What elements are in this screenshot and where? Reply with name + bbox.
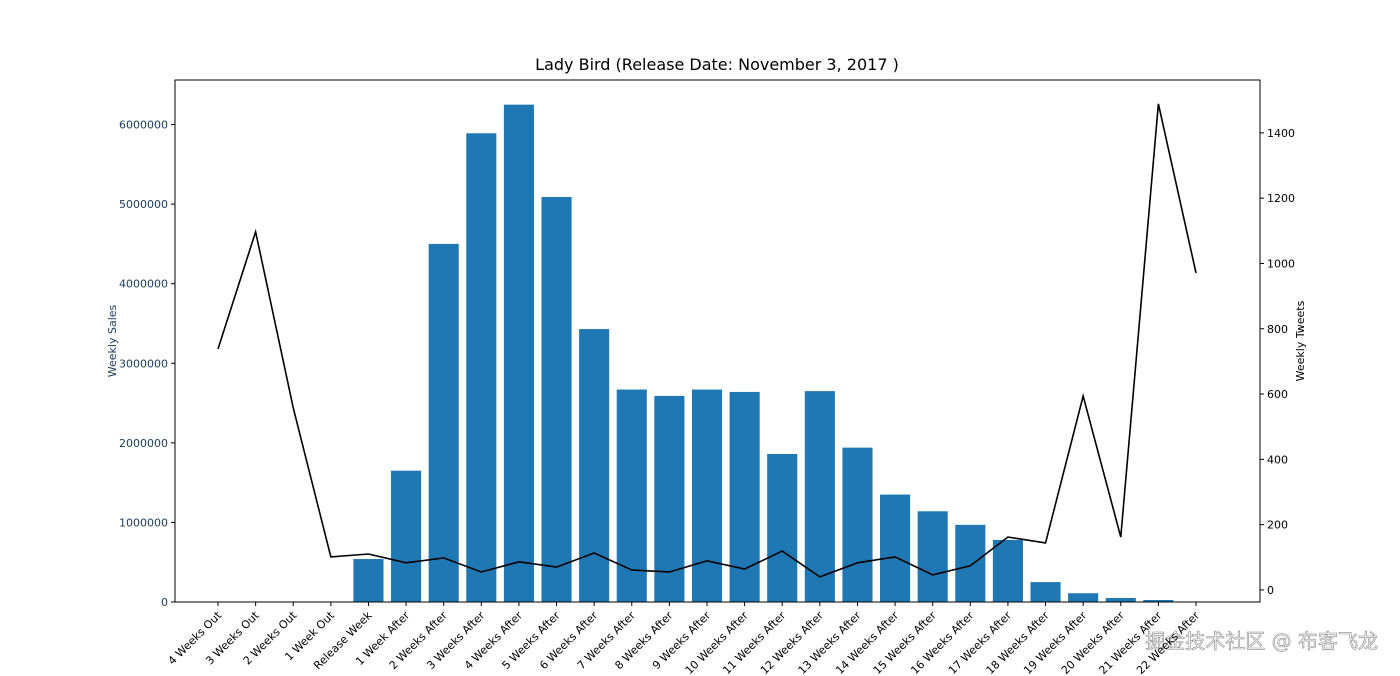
bar <box>616 389 647 602</box>
y2-tick-label: 1200 <box>1267 192 1295 205</box>
bar <box>428 243 459 603</box>
y-tick-label: 2000000 <box>119 437 168 450</box>
bar <box>804 391 835 602</box>
bar <box>842 447 873 602</box>
y2-tick-label: 600 <box>1267 388 1288 401</box>
y2-axis-label: Weekly Tweets <box>1294 300 1307 381</box>
bar <box>955 524 986 602</box>
bar <box>917 511 948 602</box>
bar <box>654 395 685 602</box>
y2-tick-label: 400 <box>1267 453 1288 466</box>
bar <box>353 559 384 602</box>
bar <box>466 133 497 602</box>
y2-tick-label: 0 <box>1267 584 1274 597</box>
bar <box>729 391 760 602</box>
bar <box>1030 582 1061 602</box>
y-tick-label: 6000000 <box>119 119 168 132</box>
y-tick-label: 0 <box>161 596 168 609</box>
bar <box>992 539 1023 602</box>
bar <box>503 104 534 602</box>
bar <box>1068 593 1099 602</box>
y2-tick-label: 200 <box>1267 519 1288 532</box>
y-tick-label: 3000000 <box>119 357 168 370</box>
y-tick-label: 1000000 <box>119 516 168 529</box>
y2-tick-label: 1400 <box>1267 127 1295 140</box>
watermark: 掘金技术社区 @ 布客飞龙 <box>1145 629 1378 653</box>
y-tick-label: 4000000 <box>119 278 168 291</box>
y2-tick-label: 1000 <box>1267 257 1295 270</box>
bar <box>1105 598 1136 602</box>
bar <box>691 389 723 602</box>
y-axis-label: Weekly Sales <box>106 304 119 377</box>
bar <box>1143 600 1174 602</box>
bar <box>391 470 422 602</box>
bar <box>541 196 572 602</box>
y-tick-label: 5000000 <box>119 198 168 211</box>
bar <box>579 329 610 602</box>
line <box>217 103 1197 578</box>
y2-tick-label: 800 <box>1267 323 1288 336</box>
bar <box>767 453 798 602</box>
bar <box>880 494 911 602</box>
plot-frame <box>174 79 1261 603</box>
chart-title: Lady Bird (Release Date: November 3, 201… <box>535 55 899 74</box>
